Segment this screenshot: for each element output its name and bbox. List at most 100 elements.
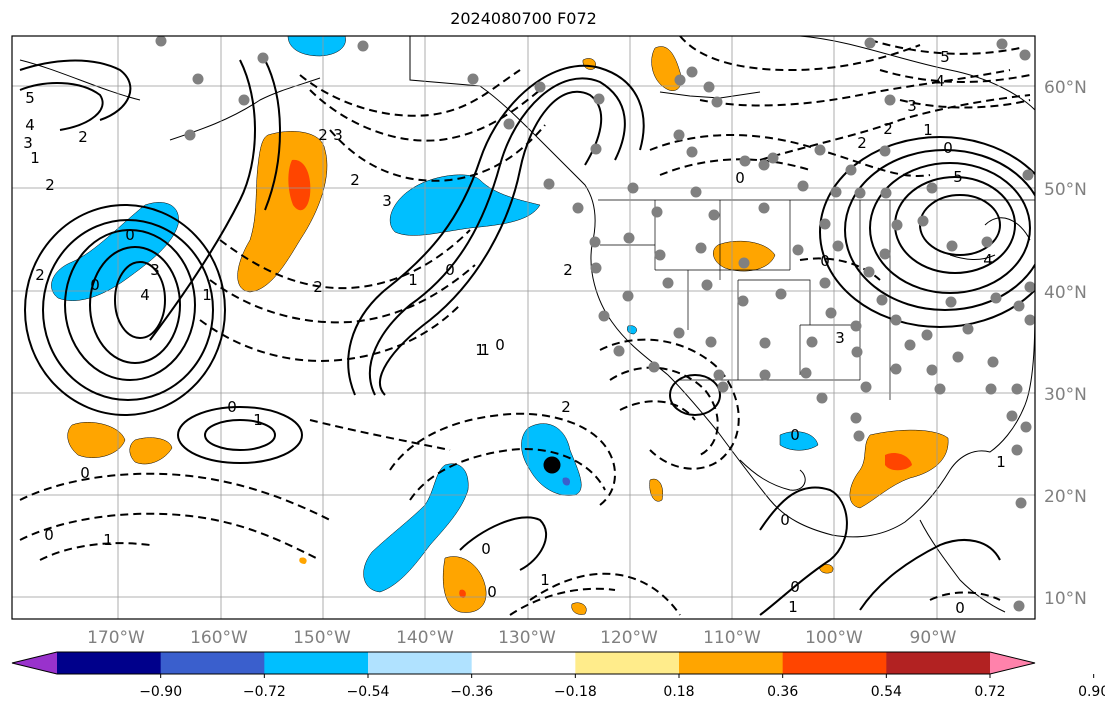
contour-label: 4 [25,116,35,134]
contour-label: 1 [30,149,40,167]
contour-label: 2 [78,128,88,146]
contour-label: 2 [350,171,360,189]
colorbar-segment [679,652,784,674]
contour-label: 2 [313,278,323,296]
contour-label: 0 [90,276,100,294]
colorbar-tick-label: 0.36 [767,684,798,700]
lat-label: 50°N [1044,180,1087,200]
contour-label: 1 [475,341,485,359]
contour-label: 5 [25,89,35,107]
positive-anomaly-area [442,556,487,613]
contour-label: 4 [140,286,150,304]
lon-label: 100°W [805,628,863,648]
colorbar-tick-label: −0.54 [347,684,390,700]
map-background [12,36,1035,619]
colorbar-outline [11,651,1036,675]
contour-label: 0 [790,426,800,444]
positive-anomaly-area [651,46,682,91]
contour-label: 3 [333,126,343,144]
coastlines [19,36,1035,613]
lon-label: 170°W [87,628,145,648]
contour-label: 1 [408,271,418,289]
positive-anomaly-area [713,240,776,272]
colorbar-segment [368,652,473,674]
contour-label: 5 [940,48,950,66]
contour-label: 2 [35,266,45,284]
contour-label: 3 [23,134,33,152]
positive-anomaly-area [129,437,173,465]
lat-label: 20°N [1044,487,1087,507]
graticule [12,36,1035,619]
lon-label: 140°W [396,628,454,648]
contour-label: 2 [318,126,328,144]
contour-label: 1 [202,286,212,304]
colorbar: −0.90 −0.72 −0.54 −0.36 −0.18 0.18 0.36 0.54 0.7… [11,651,1105,700]
contour-label: 0 [445,261,455,279]
contour-label: 3 [907,97,917,115]
contour-labels: 5 4 3 2 1 2 0 3 4 2 2 3 1 0 2 2 1 0 0 1 … [23,48,1006,617]
contour-label: 0 [481,540,491,558]
positive-anomaly-area [67,422,126,458]
contour-label: 0 [495,336,505,354]
contour-label: 0 [125,226,135,244]
colorbar-segment [782,652,887,674]
contour-label: 3 [150,261,160,279]
contour-label: 4 [983,251,993,269]
colorbar-tick-label: −0.90 [139,684,182,700]
contour-label: 2 [563,261,573,279]
contour-label: 0 [44,526,54,544]
colorbar-tick-label: 0.90 [1078,684,1105,700]
contour-label: 1 [480,341,490,359]
political-boundaries [598,199,1035,400]
dashed-contours [19,36,1031,616]
lon-label: 130°W [498,628,556,648]
map-title: 2024080700 F072 [450,9,597,28]
negative-anomaly-area [51,202,179,301]
colorbar-segment [160,652,265,674]
contour-label: 0 [780,511,790,529]
contour-label: 1 [923,121,933,139]
contour-label: 0 [955,599,965,617]
contour-label: 1 [103,531,113,549]
strong-positive-anomaly-area [288,159,311,211]
contour-label: 2 [45,176,55,194]
station-markers [155,36,1035,612]
colorbar-tick-label: −0.72 [243,684,286,700]
lat-label: 10°N [1044,589,1087,609]
contour-label: 0 [80,464,90,482]
contour-label: 4 [935,72,945,90]
contour-label: 1 [253,411,263,429]
colorbar-segment [575,652,680,674]
colorbar-extend-low [12,652,57,674]
contour-label: 0 [820,252,830,270]
lat-label: 40°N [1044,283,1087,303]
lon-label: 90°W [910,628,957,648]
contour-label: 2 [883,120,893,138]
lon-label: 120°W [600,628,658,648]
location-marker [543,456,561,474]
lon-label: 110°W [703,628,761,648]
negative-anomaly-area [389,174,541,236]
colorbar-segment [886,652,991,674]
contour-label: 1 [788,598,798,616]
colorbar-tick-label: −0.18 [554,684,597,700]
lon-label: 150°W [293,628,351,648]
colorbar-extend-high [990,652,1035,674]
map-frame [11,35,1036,620]
contour-label: 3 [382,192,392,210]
contour-label: 5 [953,168,963,186]
contour-label: 3 [835,329,845,347]
contour-label: 0 [790,578,800,596]
colorbar-segment [264,652,369,674]
contour-label: 1 [996,453,1006,471]
shaded-areas [51,36,949,615]
colorbar-segment [57,652,162,674]
negative-anomaly-area [287,36,346,57]
contour-label: 0 [943,139,953,157]
colorbar-segment [471,652,576,674]
solid-contours [19,59,1035,616]
colorbar-tick-label: 0.54 [871,684,902,700]
lat-label: 60°N [1044,78,1087,98]
lat-label: 30°N [1044,385,1087,405]
